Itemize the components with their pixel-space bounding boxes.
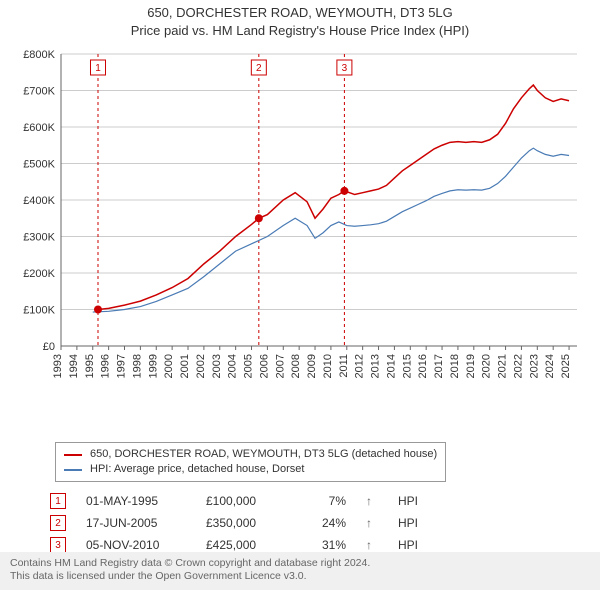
arrow-up-icon: ↑ xyxy=(366,516,378,530)
svg-text:£500K: £500K xyxy=(23,159,55,171)
svg-text:2000: 2000 xyxy=(163,354,175,378)
title-address: 650, DORCHESTER ROAD, WEYMOUTH, DT3 5LG xyxy=(0,4,600,22)
svg-text:2020: 2020 xyxy=(481,354,493,378)
svg-text:1: 1 xyxy=(95,63,101,74)
chart-area: £0 £100K £200K £300K £400K £500K £600K £700K £80… xyxy=(15,46,585,406)
svg-text:2018: 2018 xyxy=(449,354,461,378)
title-subtitle: Price paid vs. HM Land Registry's House … xyxy=(0,22,600,40)
data-point-price: £100,000 xyxy=(206,494,286,508)
svg-text:2015: 2015 xyxy=(401,354,413,378)
svg-text:2022: 2022 xyxy=(512,354,524,378)
svg-text:2006: 2006 xyxy=(258,354,270,378)
legend-label-hpi: HPI: Average price, detached house, Dors… xyxy=(90,462,304,477)
data-point-marker: 1 xyxy=(50,493,66,509)
footer-line1: Contains HM Land Registry data © Crown c… xyxy=(10,557,590,571)
svg-text:2012: 2012 xyxy=(354,354,366,378)
svg-text:2001: 2001 xyxy=(179,354,191,378)
data-point-row: 2 17-JUN-2005 £350,000 24% ↑ HPI xyxy=(50,512,418,534)
title-block: 650, DORCHESTER ROAD, WEYMOUTH, DT3 5LG … xyxy=(0,0,600,40)
footer-line2: This data is licensed under the Open Gov… xyxy=(10,570,590,584)
legend-swatch-price-paid xyxy=(64,454,82,456)
legend-swatch-hpi xyxy=(64,469,82,471)
svg-text:1999: 1999 xyxy=(147,354,159,378)
svg-text:2008: 2008 xyxy=(290,354,302,378)
svg-text:2003: 2003 xyxy=(211,354,223,378)
line-chart-svg: £0 £100K £200K £300K £400K £500K £600K £700K £80… xyxy=(15,46,585,406)
svg-text:£100K: £100K xyxy=(23,305,55,317)
data-point-marker: 2 xyxy=(50,515,66,531)
svg-text:£400K: £400K xyxy=(23,195,55,207)
data-point-pct: 7% xyxy=(306,494,346,508)
svg-text:2013: 2013 xyxy=(370,354,382,378)
svg-text:1993: 1993 xyxy=(52,354,64,378)
data-point-pct: 24% xyxy=(306,516,346,530)
data-point-pct: 31% xyxy=(306,538,346,552)
svg-text:2009: 2009 xyxy=(306,354,318,378)
svg-text:2002: 2002 xyxy=(195,354,207,378)
svg-text:2004: 2004 xyxy=(227,354,239,378)
svg-text:1998: 1998 xyxy=(131,354,143,378)
data-point-suffix: HPI xyxy=(398,494,418,508)
data-point-price: £425,000 xyxy=(206,538,286,552)
svg-text:2016: 2016 xyxy=(417,354,429,378)
data-point-table: 1 01-MAY-1995 £100,000 7% ↑ HPI 2 17-JUN… xyxy=(50,490,418,556)
svg-text:£800K: £800K xyxy=(23,49,55,61)
svg-text:1996: 1996 xyxy=(100,354,112,378)
data-point-marker: 3 xyxy=(50,537,66,553)
svg-text:£300K: £300K xyxy=(23,232,55,244)
svg-text:2005: 2005 xyxy=(243,354,255,378)
legend-row-price-paid: 650, DORCHESTER ROAD, WEYMOUTH, DT3 5LG … xyxy=(64,447,437,462)
footer-attribution: Contains HM Land Registry data © Crown c… xyxy=(0,552,600,590)
svg-text:2011: 2011 xyxy=(338,354,350,378)
svg-text:2007: 2007 xyxy=(274,354,286,378)
data-point-row: 1 01-MAY-1995 £100,000 7% ↑ HPI xyxy=(50,490,418,512)
data-point-suffix: HPI xyxy=(398,538,418,552)
svg-text:3: 3 xyxy=(342,63,348,74)
svg-text:£200K: £200K xyxy=(23,268,55,280)
svg-text:2021: 2021 xyxy=(497,354,509,378)
data-point-suffix: HPI xyxy=(398,516,418,530)
legend-row-hpi: HPI: Average price, detached house, Dors… xyxy=(64,462,437,477)
svg-text:2014: 2014 xyxy=(385,354,397,378)
svg-text:2024: 2024 xyxy=(544,354,556,378)
svg-text:2: 2 xyxy=(256,63,262,74)
arrow-up-icon: ↑ xyxy=(366,494,378,508)
legend-label-price-paid: 650, DORCHESTER ROAD, WEYMOUTH, DT3 5LG … xyxy=(90,447,437,462)
svg-text:1995: 1995 xyxy=(84,354,96,378)
chart-container: 650, DORCHESTER ROAD, WEYMOUTH, DT3 5LG … xyxy=(0,0,600,590)
svg-text:2019: 2019 xyxy=(465,354,477,378)
svg-text:£700K: £700K xyxy=(23,86,55,98)
svg-text:2025: 2025 xyxy=(560,354,572,378)
data-point-date: 01-MAY-1995 xyxy=(86,494,186,508)
svg-text:2010: 2010 xyxy=(322,354,334,378)
data-point-price: £350,000 xyxy=(206,516,286,530)
svg-text:2017: 2017 xyxy=(433,354,445,378)
arrow-up-icon: ↑ xyxy=(366,538,378,552)
svg-text:1994: 1994 xyxy=(68,354,80,378)
data-point-date: 05-NOV-2010 xyxy=(86,538,186,552)
svg-text:£0: £0 xyxy=(43,341,55,353)
svg-text:1997: 1997 xyxy=(116,354,128,378)
legend: 650, DORCHESTER ROAD, WEYMOUTH, DT3 5LG … xyxy=(55,442,446,482)
data-point-date: 17-JUN-2005 xyxy=(86,516,186,530)
svg-text:2023: 2023 xyxy=(528,354,540,378)
svg-text:£600K: £600K xyxy=(23,122,55,134)
